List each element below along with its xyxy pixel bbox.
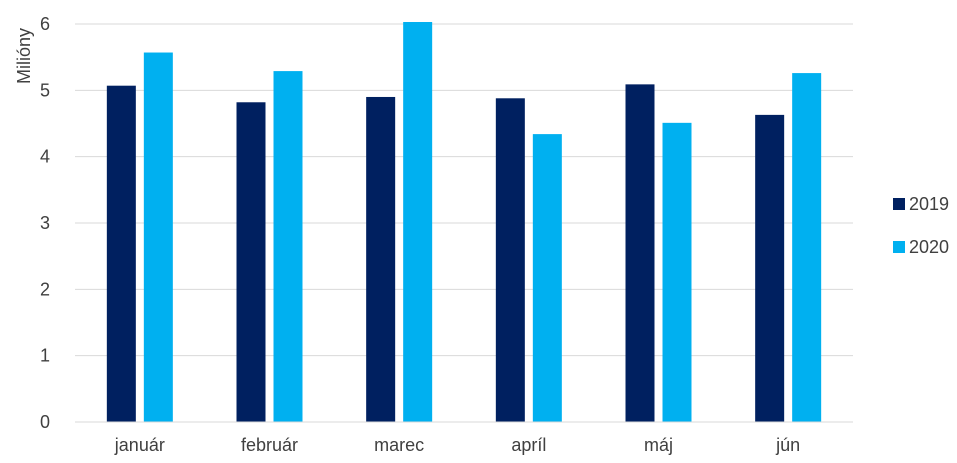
bar-2019-4 [625, 84, 655, 422]
y-tick-label: 2 [40, 279, 50, 299]
bar-2019-5 [755, 114, 785, 423]
gridlines [75, 23, 853, 357]
bar-2020-0 [143, 52, 173, 422]
bar-2020-2 [403, 22, 433, 422]
x-tick-label: máj [644, 435, 673, 455]
bar-2019-0 [106, 85, 136, 422]
legend-label-2020: 2020 [909, 237, 949, 257]
bar-2019-2 [366, 96, 396, 422]
bar-2019-1 [236, 102, 266, 423]
bar-2020-4 [662, 122, 692, 422]
legend: 2019 2020 [893, 194, 949, 257]
y-tick-label: 1 [40, 346, 50, 366]
bar-2019-3 [495, 98, 525, 422]
x-tick-label: jún [775, 435, 800, 455]
legend-swatch-2019 [893, 198, 905, 210]
legend-swatch-2020 [893, 241, 905, 253]
bar-2020-3 [532, 134, 562, 422]
y-tick-labels: 0 1 2 3 4 5 6 [40, 14, 50, 432]
x-tick-label: január [114, 435, 165, 455]
y-tick-label: 0 [40, 412, 50, 432]
x-tick-label: marec [374, 435, 424, 455]
x-tick-label: apríl [511, 435, 546, 455]
y-tick-label: 3 [40, 213, 50, 233]
bar-2020-5 [792, 73, 822, 422]
bar-2020-1 [273, 71, 303, 422]
y-axis-title: Milióny [14, 28, 34, 84]
x-tick-labels: január február marec apríl máj jún [114, 435, 800, 455]
y-tick-label: 5 [40, 80, 50, 100]
y-tick-label: 6 [40, 14, 50, 34]
legend-label-2019: 2019 [909, 194, 949, 214]
x-tick-label: február [241, 435, 298, 455]
y-tick-label: 4 [40, 147, 50, 167]
bars [106, 22, 822, 423]
